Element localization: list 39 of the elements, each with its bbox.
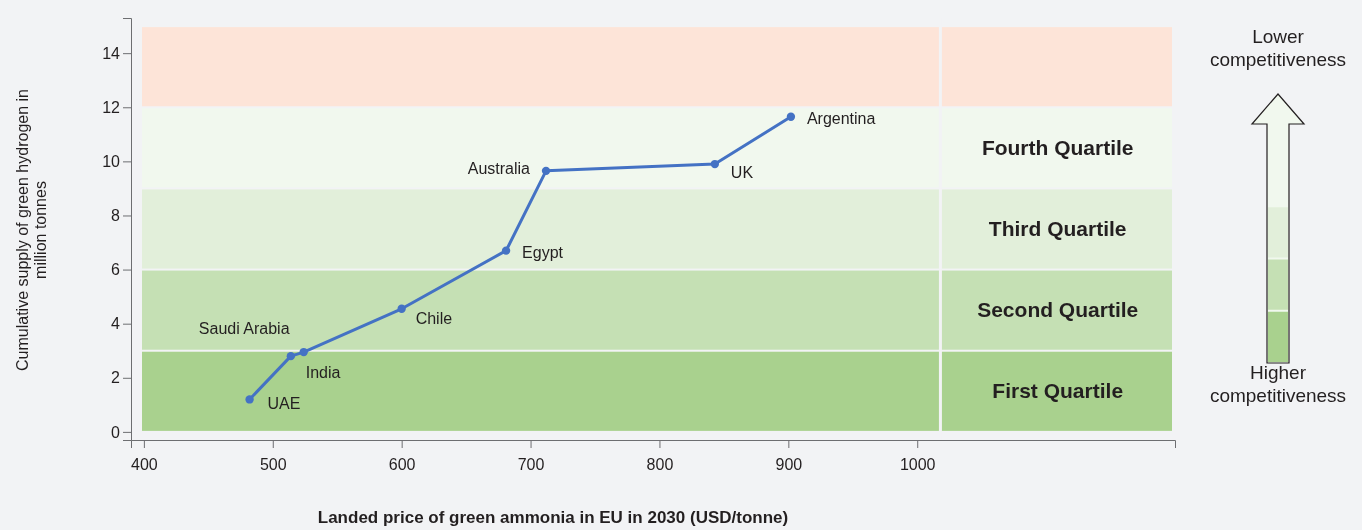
point xyxy=(710,159,720,169)
y-axis-title: Cumulative supply of green hydrogen in million tonnes xyxy=(14,89,49,371)
annotation: Egypt xyxy=(522,243,564,261)
x-axis-title: Landed price of green ammonia in EU in 2030 (USD/tonne) xyxy=(317,508,789,527)
y-tick-label: 0 xyxy=(111,423,121,441)
band-label: First Quartile xyxy=(992,379,1124,403)
y-tick-label: 10 xyxy=(102,152,121,170)
y-tick-label: 12 xyxy=(102,98,121,116)
text: Lower competitiveness xyxy=(1209,26,1347,70)
x-tick-label: 1000 xyxy=(899,456,936,474)
annotation: UAE xyxy=(267,395,301,413)
y-tick-label: 4 xyxy=(111,315,121,333)
y-tick-label: 2 xyxy=(111,369,121,387)
y-tick-label: 14 xyxy=(102,44,121,62)
annotation: Argentina xyxy=(806,109,876,127)
y-tick-label: 6 xyxy=(111,261,121,279)
band-label: Fourth Quartile xyxy=(981,135,1134,159)
point xyxy=(786,112,796,121)
point xyxy=(501,246,511,255)
annotation: India xyxy=(305,364,341,382)
y-tick-label: 8 xyxy=(111,207,121,225)
annotation: Chile xyxy=(415,309,453,327)
x-tick-label: 800 xyxy=(646,456,674,474)
x-tick-label: 500 xyxy=(259,456,287,474)
point xyxy=(541,166,551,176)
annotation: Australia xyxy=(467,159,531,177)
x-tick-label: 600 xyxy=(388,456,416,474)
annotation: Saudi Arabia xyxy=(198,320,290,338)
point xyxy=(299,347,308,357)
x-tick-label: 700 xyxy=(517,456,545,474)
point xyxy=(245,395,254,404)
point xyxy=(286,351,296,361)
band-label: Second Quartile xyxy=(977,298,1139,322)
x-tick-label: 400 xyxy=(131,456,158,474)
point xyxy=(397,304,406,313)
band-label: Third Quartile xyxy=(988,217,1127,240)
annotation: UK xyxy=(730,164,754,182)
text: Higher competitiveness xyxy=(1209,362,1347,406)
x-tick-label: 900 xyxy=(775,456,803,474)
